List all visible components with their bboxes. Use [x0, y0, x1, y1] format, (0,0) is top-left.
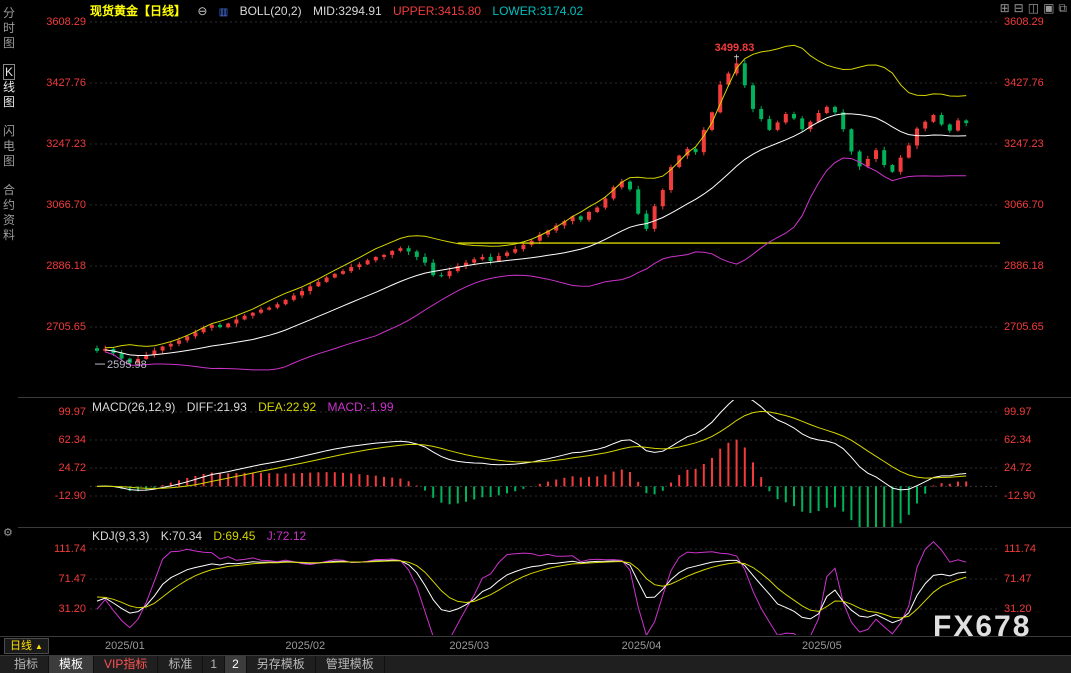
sidebar: 分时图 K线图 闪电图 合约资料 ⚙ [0, 0, 18, 636]
layout-grid-icon[interactable]: ⊞ [999, 1, 1010, 15]
watermark: FX678 [933, 610, 1032, 643]
tab-vip-indicators[interactable]: VIP指标 [94, 656, 159, 673]
tab-templates[interactable]: 模板 [49, 656, 95, 673]
kdj-panel-header: KDJ(9,3,3) K:70.34 D:69.45 J:72.12 [92, 529, 314, 543]
tab-standard[interactable]: 标准 [158, 656, 204, 673]
chevron-up-icon: ▲ [35, 642, 43, 651]
indicator-icon: ▥ [218, 7, 229, 18]
period-selector[interactable]: 日线 ▲ [4, 638, 49, 654]
tab-indicators[interactable]: 指标 [4, 656, 50, 673]
tab-manage-template[interactable]: 管理模板 [316, 656, 385, 673]
sidebar-item-kline-chart[interactable]: K线图 [2, 65, 15, 109]
collapse-icon[interactable]: ⊖ [197, 4, 208, 18]
bottom-toolbar: 指标 模板 VIP指标 标准 1 2 另存模板 管理模板 [0, 655, 1071, 673]
symbol-title: 现货黄金【日线】 [90, 4, 187, 18]
sidebar-item-contract-info[interactable]: 合约资料 [2, 183, 15, 242]
layout-rows-icon[interactable]: ⊟ [1013, 1, 1024, 15]
boll-lower-value: LOWER:3174.02 [492, 4, 584, 18]
tab-page-2[interactable]: 2 [225, 656, 247, 673]
sidebar-item-lightning-chart[interactable]: 闪电图 [2, 124, 15, 168]
macd-diff-value: DIFF:21.93 [186, 400, 247, 414]
svg-text:+: + [734, 53, 740, 64]
expand-icon[interactable]: ⧉ [1058, 1, 1067, 15]
macd-dea-value: DEA:22.92 [258, 400, 317, 414]
kdj-d-value: D:69.45 [213, 529, 256, 543]
macd-hist-value: MACD:-1.99 [327, 400, 394, 414]
macd-panel-header: MACD(26,12,9) DIFF:21.93 DEA:22.92 MACD:… [92, 400, 402, 414]
boll-upper-value: UPPER:3415.80 [393, 4, 482, 18]
boll-mid-value: MID:3294.91 [312, 4, 382, 18]
sidebar-item-timeshare-chart[interactable]: 分时图 [2, 6, 15, 50]
kdj-j-value: J:72.12 [266, 529, 307, 543]
kdj-indicator-label: KDJ(9,3,3) [92, 529, 150, 543]
layout-single-icon[interactable]: ▣ [1043, 1, 1055, 15]
tab-save-template[interactable]: 另存模板 [247, 656, 316, 673]
macd-indicator-label: MACD(26,12,9) [92, 400, 176, 414]
tab-page-1[interactable]: 1 [203, 656, 226, 673]
boll-indicator-label: BOLL(20,2) [239, 4, 302, 18]
indicator-settings-icon[interactable]: ⚙ [3, 527, 13, 539]
chart-header: 现货黄金【日线】 ⊖ ▥ BOLL(20,2) MID:3294.91 UPPE… [90, 2, 591, 19]
period-label: 日线 [10, 640, 32, 652]
band-start-annotation: 2595.98 [107, 359, 147, 372]
peak-price-annotation: 3499.83 [714, 41, 755, 54]
chart-layout-buttons: ⊞ ⊟ ◫ ▣ ⧉ [1000, 1, 1067, 16]
layout-columns-icon[interactable]: ◫ [1027, 1, 1040, 15]
kdj-k-value: K:70.34 [160, 529, 203, 543]
